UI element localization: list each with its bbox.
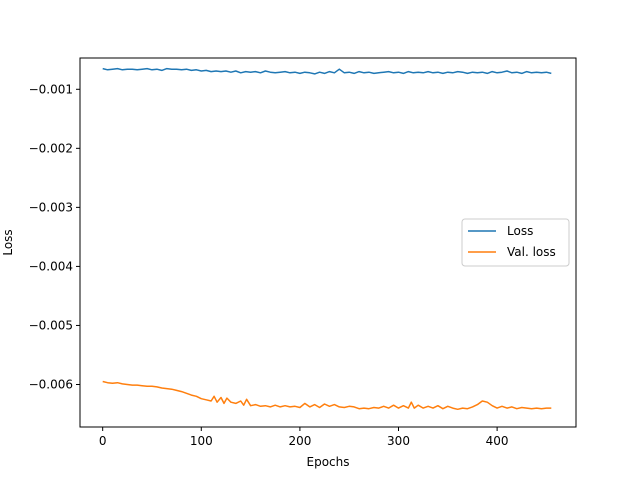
legend: Loss Val. loss: [461, 218, 570, 267]
x-axis-ticks: 0 100 200 300 400: [99, 427, 509, 448]
y-tick-label: −0.006: [29, 377, 73, 391]
plot-area: [79, 57, 577, 428]
series-line-0: [102, 67, 552, 75]
x-tick-label: 100: [190, 434, 213, 448]
series-line-1: [102, 380, 552, 411]
y-axis-label: Loss: [1, 229, 15, 255]
x-tick-label: 400: [486, 434, 509, 448]
x-tick-label: 200: [288, 434, 311, 448]
x-tick-label: 300: [387, 434, 410, 448]
y-tick-label: −0.002: [29, 141, 73, 155]
legend-label-1: Val. loss: [507, 245, 556, 259]
x-axis-label: Epochs: [307, 455, 350, 469]
axes-frame: [79, 57, 577, 428]
y-tick-label: −0.005: [29, 318, 73, 332]
y-tick-label: −0.003: [29, 200, 73, 214]
legend-label-0: Loss: [507, 224, 533, 238]
x-tick-label: 0: [99, 434, 107, 448]
y-axis-ticks: −0.006 −0.005 −0.004 −0.003 −0.002 −0.001: [29, 82, 80, 391]
y-tick-label: −0.001: [29, 82, 73, 96]
y-tick-label: −0.004: [29, 259, 73, 273]
series-layer: [102, 67, 552, 411]
